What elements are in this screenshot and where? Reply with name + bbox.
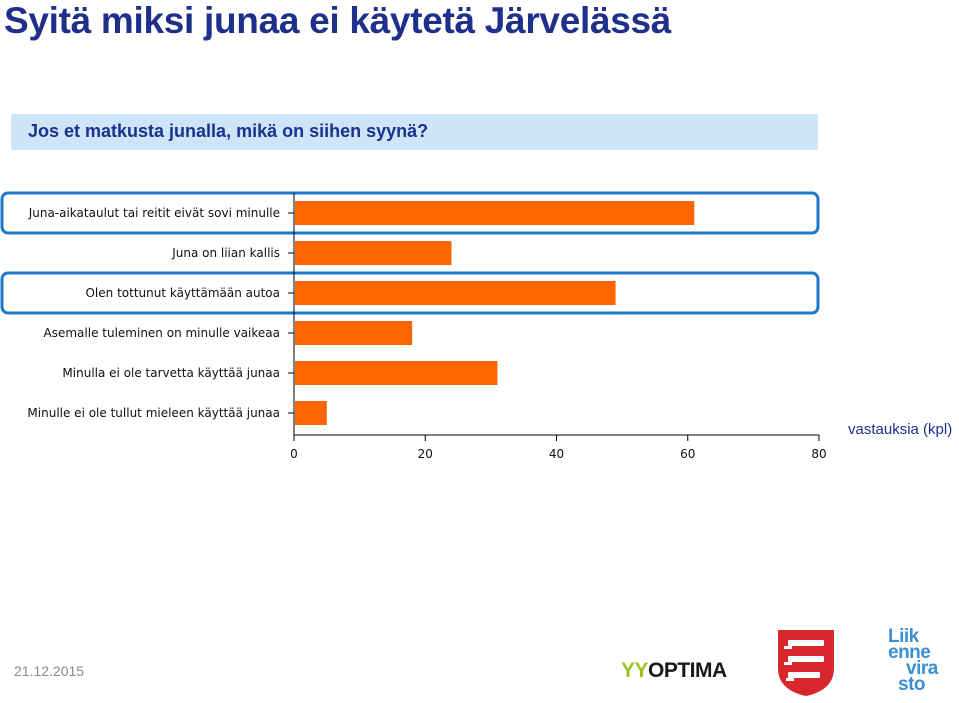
category-label: Juna-aikataulut tai reitit eivät sovi mi… (28, 206, 280, 220)
category-label: Juna on liian kallis (171, 246, 280, 260)
highlight-frame (0, 191, 820, 235)
footer-date: 21.12.2015 (14, 663, 85, 679)
axis-unit-label: vastauksia (kpl) (848, 421, 953, 438)
logo-line: sto (898, 674, 926, 695)
bar (295, 201, 695, 225)
coat-of-arms-icon (778, 630, 834, 696)
question-text: Jos et matkusta junalla, mikä on siihen … (28, 121, 429, 141)
highlight-frame (0, 271, 820, 315)
bar (295, 241, 452, 265)
logo-line: enne (888, 642, 931, 663)
optima-logo-prefix: YY (621, 659, 649, 682)
category-label: Minulle ei ole tullut mieleen käyttää ju… (27, 406, 280, 420)
category-label: Olen tottunut käyttämään autoa (85, 286, 280, 300)
optima-logo-text: OPTIMA (648, 659, 727, 682)
liikennevirasto-logo: Liik enne vira sto (888, 626, 950, 695)
bar (295, 401, 327, 425)
logo-line: vira (906, 658, 938, 679)
page-title: Syitä miksi junaa ei käytetä Järvelässä (4, 0, 672, 41)
x-tick-label: 20 (418, 447, 433, 461)
bar (295, 361, 498, 385)
x-tick-label: 60 (680, 447, 695, 461)
optima-logo: YYOPTIMA (621, 659, 727, 683)
x-tick-label: 80 (811, 447, 826, 461)
bar (295, 321, 413, 345)
x-tick-label: 40 (549, 447, 564, 461)
logo-line: Liik (888, 626, 919, 647)
category-label: Asemalle tuleminen on minulle vaikeaa (44, 326, 280, 340)
category-label: Minulla ei ole tarvetta käyttää junaa (62, 366, 280, 380)
x-tick-label: 0 (290, 447, 298, 461)
question-banner: Jos et matkusta junalla, mikä on siihen … (11, 114, 818, 150)
bar (295, 281, 616, 305)
